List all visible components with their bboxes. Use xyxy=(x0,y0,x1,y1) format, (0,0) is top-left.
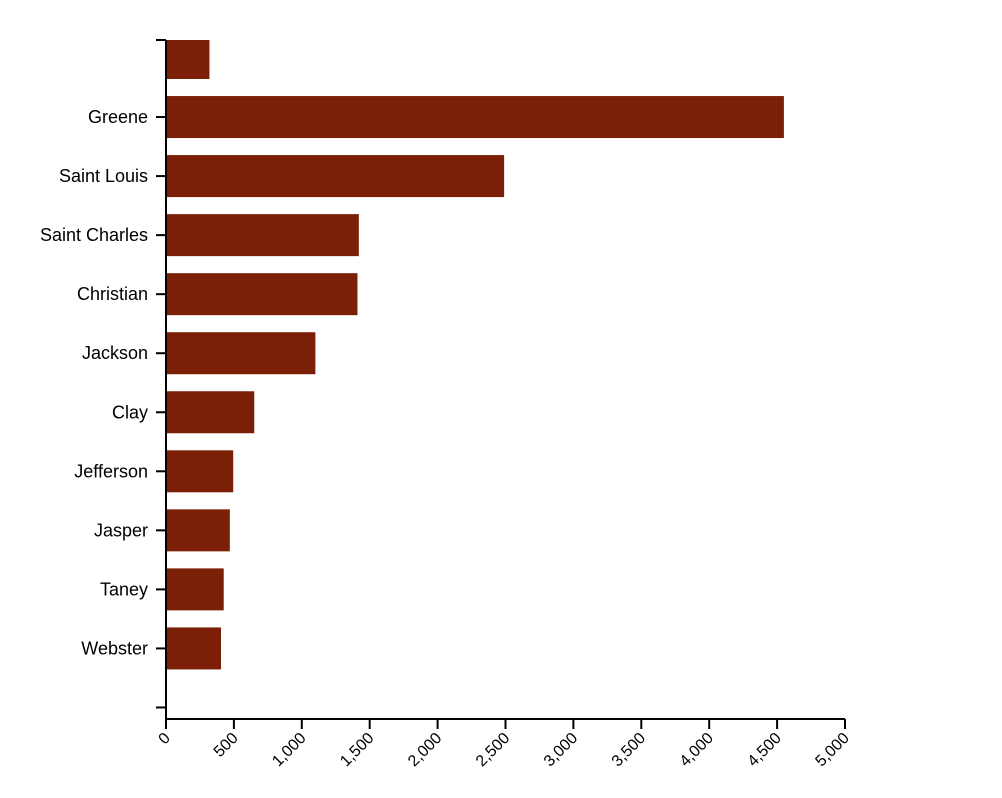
bar-greene xyxy=(166,96,784,139)
x-tick-label: 5,000 xyxy=(812,730,852,770)
y-tick-label: Jackson xyxy=(82,343,148,363)
y-tick-label: Saint Louis xyxy=(59,166,148,186)
x-tick-label: 0 xyxy=(156,730,174,748)
bar-clay xyxy=(166,391,255,434)
bar-jefferson xyxy=(166,450,234,493)
bar-saint-louis xyxy=(166,155,505,198)
y-tick-label: Jasper xyxy=(94,520,148,540)
y-tick-label: Christian xyxy=(77,284,148,304)
y-axis: Greene Saint Louis Saint Charles Christian J… xyxy=(40,39,167,719)
bar-webster xyxy=(166,627,221,670)
x-tick-label: 2,000 xyxy=(405,730,445,770)
bar-jasper xyxy=(166,509,230,552)
y-tick-label: Greene xyxy=(88,107,148,127)
x-tick-label: 3,000 xyxy=(541,730,581,770)
x-axis: 0 500 1,000 1,500 2,000 2,500 3,000 3,500 4,000 4… xyxy=(156,718,853,770)
x-tick-label: 500 xyxy=(211,730,242,761)
x-tick-label: 3,500 xyxy=(609,730,649,770)
bar-jackson xyxy=(166,332,316,375)
bar-saint-charles xyxy=(166,214,359,257)
bar-taney xyxy=(166,568,224,611)
y-tick-label: Saint Charles xyxy=(40,225,148,245)
bar-christian xyxy=(166,273,358,316)
x-tick-label: 4,500 xyxy=(745,730,785,770)
x-tick-label: 2,500 xyxy=(473,730,513,770)
x-tick-label: 4,000 xyxy=(677,730,717,770)
y-tick-label: Jefferson xyxy=(74,461,148,481)
y-tick-label: Webster xyxy=(81,638,148,658)
y-tick-label: Clay xyxy=(112,402,148,422)
x-tick-label: 1,000 xyxy=(269,730,309,770)
y-tick-label: Taney xyxy=(100,579,148,599)
bars-group xyxy=(166,40,784,670)
x-tick-label: 1,500 xyxy=(337,730,377,770)
bar-unlabeled-0 xyxy=(166,40,210,79)
